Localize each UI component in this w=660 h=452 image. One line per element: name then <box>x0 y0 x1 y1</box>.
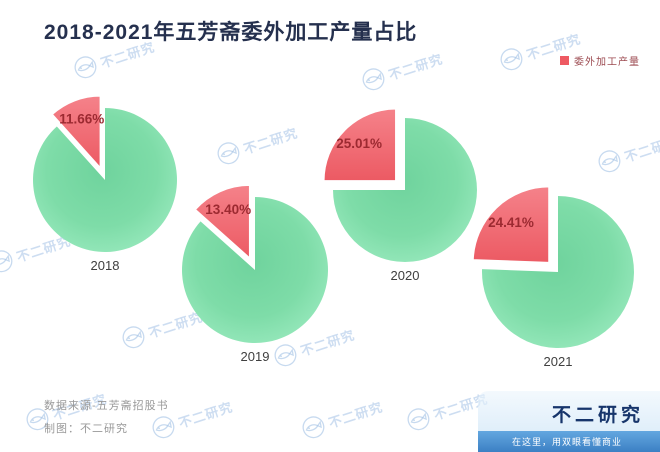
brand-block: 不二研究 在这里，用双眼看懂商业 <box>478 391 660 452</box>
brand-tagline: 在这里，用双眼看懂商业 <box>478 431 660 452</box>
data-source-note: 数据来源-五芳斋招股书 <box>44 400 169 412</box>
pie-year-label: 2021 <box>544 354 573 369</box>
pie-percent-label: 11.66% <box>59 112 104 127</box>
pie-year-label: 2018 <box>91 258 120 273</box>
pie-chart-2019: 13.40% 2019 <box>182 184 329 364</box>
legend-label: 委外加工产量 <box>574 57 640 68</box>
pie-year-label: 2019 <box>241 349 270 364</box>
pie-percent-label: 24.41% <box>488 215 534 230</box>
pie-chart-2020: 25.01% 2020 <box>323 108 477 283</box>
pie-percent-label: 25.01% <box>336 136 382 151</box>
legend-swatch-icon <box>560 56 569 65</box>
pie-year-label: 2020 <box>391 268 420 283</box>
pie-slice-remainder <box>333 118 477 262</box>
chart-credit-note: 制图：不二研究 <box>44 423 128 435</box>
pie-slice-remainder <box>182 197 329 343</box>
pie-slice-highlight <box>472 185 550 264</box>
pie-slice-highlight <box>323 108 397 182</box>
pie-chart-2018: 11.66% 2018 <box>33 95 178 273</box>
legend: 委外加工产量 <box>560 53 640 68</box>
brand-name: 不二研究 <box>551 405 644 426</box>
pie-chart-2021: 24.41% 2021 <box>472 185 634 369</box>
pie-slice-remainder <box>481 196 634 348</box>
footer: 数据来源-五芳斋招股书 制图：不二研究 <box>44 395 169 441</box>
pie-slice-highlight <box>51 95 102 170</box>
pie-slice-remainder <box>33 108 178 252</box>
pie-percent-label: 13.40% <box>205 202 251 217</box>
pie-slice-highlight <box>194 184 251 260</box>
page-title: 2018-2021年五芳斋委外加工产量占比 <box>44 21 418 44</box>
